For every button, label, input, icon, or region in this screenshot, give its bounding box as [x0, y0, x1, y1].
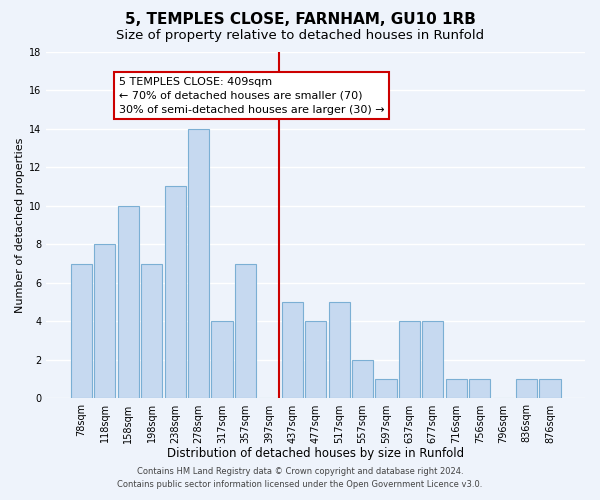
- Bar: [305, 322, 326, 398]
- Bar: [446, 379, 467, 398]
- Text: Contains HM Land Registry data © Crown copyright and database right 2024.
Contai: Contains HM Land Registry data © Crown c…: [118, 468, 482, 489]
- Bar: [282, 302, 303, 398]
- Text: 5, TEMPLES CLOSE, FARNHAM, GU10 1RB: 5, TEMPLES CLOSE, FARNHAM, GU10 1RB: [125, 12, 475, 28]
- Bar: [422, 322, 443, 398]
- Bar: [352, 360, 373, 399]
- Bar: [516, 379, 537, 398]
- Bar: [188, 128, 209, 398]
- Bar: [399, 322, 420, 398]
- Bar: [118, 206, 139, 398]
- X-axis label: Distribution of detached houses by size in Runfold: Distribution of detached houses by size …: [167, 447, 464, 460]
- Bar: [376, 379, 397, 398]
- Bar: [71, 264, 92, 398]
- Bar: [329, 302, 350, 398]
- Bar: [164, 186, 185, 398]
- Bar: [469, 379, 490, 398]
- Bar: [235, 264, 256, 398]
- Bar: [94, 244, 115, 398]
- Y-axis label: Number of detached properties: Number of detached properties: [15, 138, 25, 312]
- Bar: [211, 322, 233, 398]
- Text: 5 TEMPLES CLOSE: 409sqm
← 70% of detached houses are smaller (70)
30% of semi-de: 5 TEMPLES CLOSE: 409sqm ← 70% of detache…: [119, 76, 385, 114]
- Text: Size of property relative to detached houses in Runfold: Size of property relative to detached ho…: [116, 29, 484, 42]
- Bar: [141, 264, 162, 398]
- Bar: [539, 379, 560, 398]
